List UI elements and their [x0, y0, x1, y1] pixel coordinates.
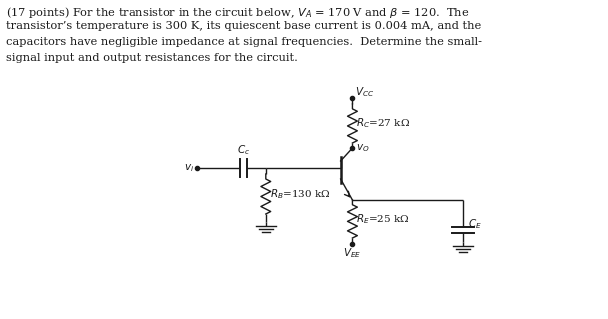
Text: $V_{EE}$: $V_{EE}$ — [344, 246, 362, 260]
Text: signal input and output resistances for the circuit.: signal input and output resistances for … — [6, 53, 298, 63]
Text: $R_B$=130 kΩ: $R_B$=130 kΩ — [270, 187, 330, 201]
Text: $C_c$: $C_c$ — [237, 143, 250, 157]
Text: (​17 ​points​) For the transistor in the circuit below, $V_A$ = 170 V and $\beta: (​17 ​points​) For the transistor in the… — [6, 5, 469, 20]
Text: $v_i$: $v_i$ — [184, 162, 194, 174]
Text: $v_O$: $v_O$ — [356, 142, 370, 154]
Text: $V_{CC}$: $V_{CC}$ — [356, 85, 375, 99]
Text: $R_C$=27 kΩ: $R_C$=27 kΩ — [356, 117, 410, 130]
Text: $R_E$=25 kΩ: $R_E$=25 kΩ — [356, 212, 410, 226]
Text: $C_E$: $C_E$ — [468, 217, 482, 231]
Text: capacitors have negligible impedance at signal frequencies.  Determine the small: capacitors have negligible impedance at … — [6, 37, 482, 47]
Text: transistor’s temperature is 300 K, its quiescent base current is 0.004 mA, and t: transistor’s temperature is 300 K, its q… — [6, 21, 481, 31]
